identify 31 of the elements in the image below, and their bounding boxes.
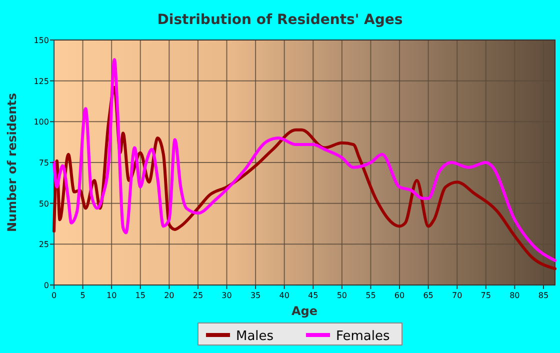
x-tick-label: 85: [538, 291, 549, 300]
x-tick-label: 55: [366, 291, 376, 300]
y-axis-title: Number of residents: [5, 92, 19, 232]
x-tick-label: 25: [192, 291, 204, 300]
legend-label: Females: [336, 329, 390, 344]
x-tick-label: 75: [480, 291, 491, 300]
x-tick-label: 0: [51, 291, 57, 300]
y-tick-label: 100: [34, 118, 49, 127]
x-tick-label: 45: [308, 291, 318, 300]
x-tick-label: 60: [394, 291, 405, 300]
line-series: [52, 58, 556, 262]
x-tick-label: 5: [80, 291, 86, 300]
y-tick-label: 75: [38, 158, 49, 168]
x-tick-label: 50: [336, 291, 348, 300]
y-tick-label: 50: [38, 199, 49, 208]
x-tick-label: 30: [222, 291, 232, 300]
y-tick-label: 150: [34, 36, 49, 45]
y-tick-label: 25: [38, 240, 49, 250]
x-tick-label: 80: [510, 291, 520, 300]
x-tick-label: 10: [106, 291, 117, 300]
x-tick-label: 65: [423, 291, 434, 300]
y-tick-label: 125: [34, 76, 49, 86]
x-axis-title: Age: [291, 304, 318, 318]
x-tick-label: 15: [135, 291, 146, 300]
y-tick-label: 0: [44, 281, 49, 290]
x-tick-label: 70: [452, 291, 462, 300]
chart-title: Distribution of Residents' Ages: [157, 12, 403, 28]
legend-label: Males: [236, 329, 274, 344]
x-tick-label: 20: [164, 291, 174, 300]
x-tick-label: 35: [250, 291, 261, 300]
x-tick-label: 40: [279, 291, 290, 300]
